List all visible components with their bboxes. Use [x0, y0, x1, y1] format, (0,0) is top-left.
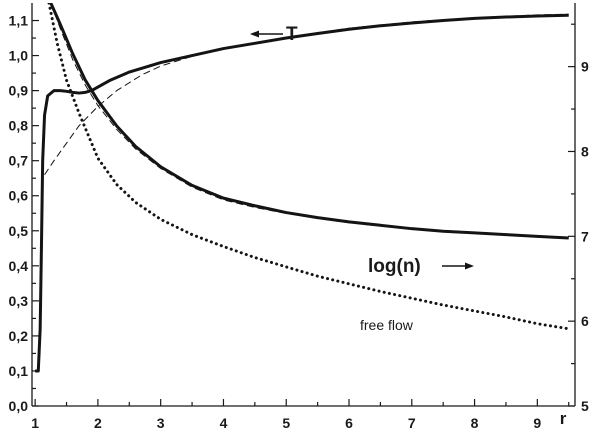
y-left-tick-label: 0,9: [9, 83, 29, 99]
y-right-tick-label: 6: [581, 313, 589, 329]
y-left-tick-label: 0,1: [9, 363, 29, 379]
x-tick-label: 6: [345, 415, 353, 431]
series-logn_dashed: [50, 3, 569, 238]
y-right-tick-label: 7: [581, 228, 589, 244]
y-right-tick-label: 9: [581, 59, 589, 75]
y-left-tick-label: 0,0: [9, 398, 29, 414]
annotation-t: T: [250, 24, 298, 45]
y-left-tick-label: 0,2: [9, 328, 29, 344]
series-freeflow: [47, 3, 571, 331]
arrow-right-head-icon: [465, 262, 474, 270]
x-tick-label: 4: [220, 415, 228, 431]
y-left-tick-label: 1,0: [9, 48, 29, 64]
x-tick-label: 9: [533, 415, 541, 431]
x-tick-label: 5: [282, 415, 290, 431]
y-left-tick-label: 0,8: [9, 118, 29, 134]
annotation-logn-label: log(n): [368, 256, 421, 277]
series-T_solid: [35, 13, 569, 373]
series-layer: [35, 3, 571, 373]
x-tick-label: 1: [31, 415, 39, 431]
y-left-tick-label: 0,5: [9, 223, 29, 239]
series-logn_solid: [49, 3, 569, 240]
y-left-tick-label: 0,4: [9, 258, 29, 274]
x-tick-label: 2: [94, 415, 102, 431]
x-tick-label: 7: [408, 415, 416, 431]
x-axis-label: r: [560, 409, 567, 428]
y-left-tick-label: 0,3: [9, 293, 29, 309]
series-T_dashed: [44, 13, 569, 175]
annotation-logn: log(n): [368, 256, 474, 277]
x-tick-label: 3: [157, 415, 165, 431]
y-right-tick-label: 5: [581, 398, 589, 414]
y-left-tick-label: 1,1: [9, 13, 29, 29]
y-left-tick-label: 0,6: [9, 188, 29, 204]
arrow-left-head-icon: [250, 30, 259, 38]
x-tick-label: 8: [471, 415, 479, 431]
annotation-t-label: T: [286, 24, 298, 45]
y-right-tick-label: 8: [581, 143, 589, 159]
annotation-freeflow-label: free flow: [360, 317, 414, 333]
axes: 0,0 0,1 0,2 0,3 0,4 0,5 0,6 0,7 0,8 0,9 1,0 1,1 5 6 7 8…: [9, 3, 589, 431]
y-left-tick-label: 0,7: [9, 153, 29, 169]
